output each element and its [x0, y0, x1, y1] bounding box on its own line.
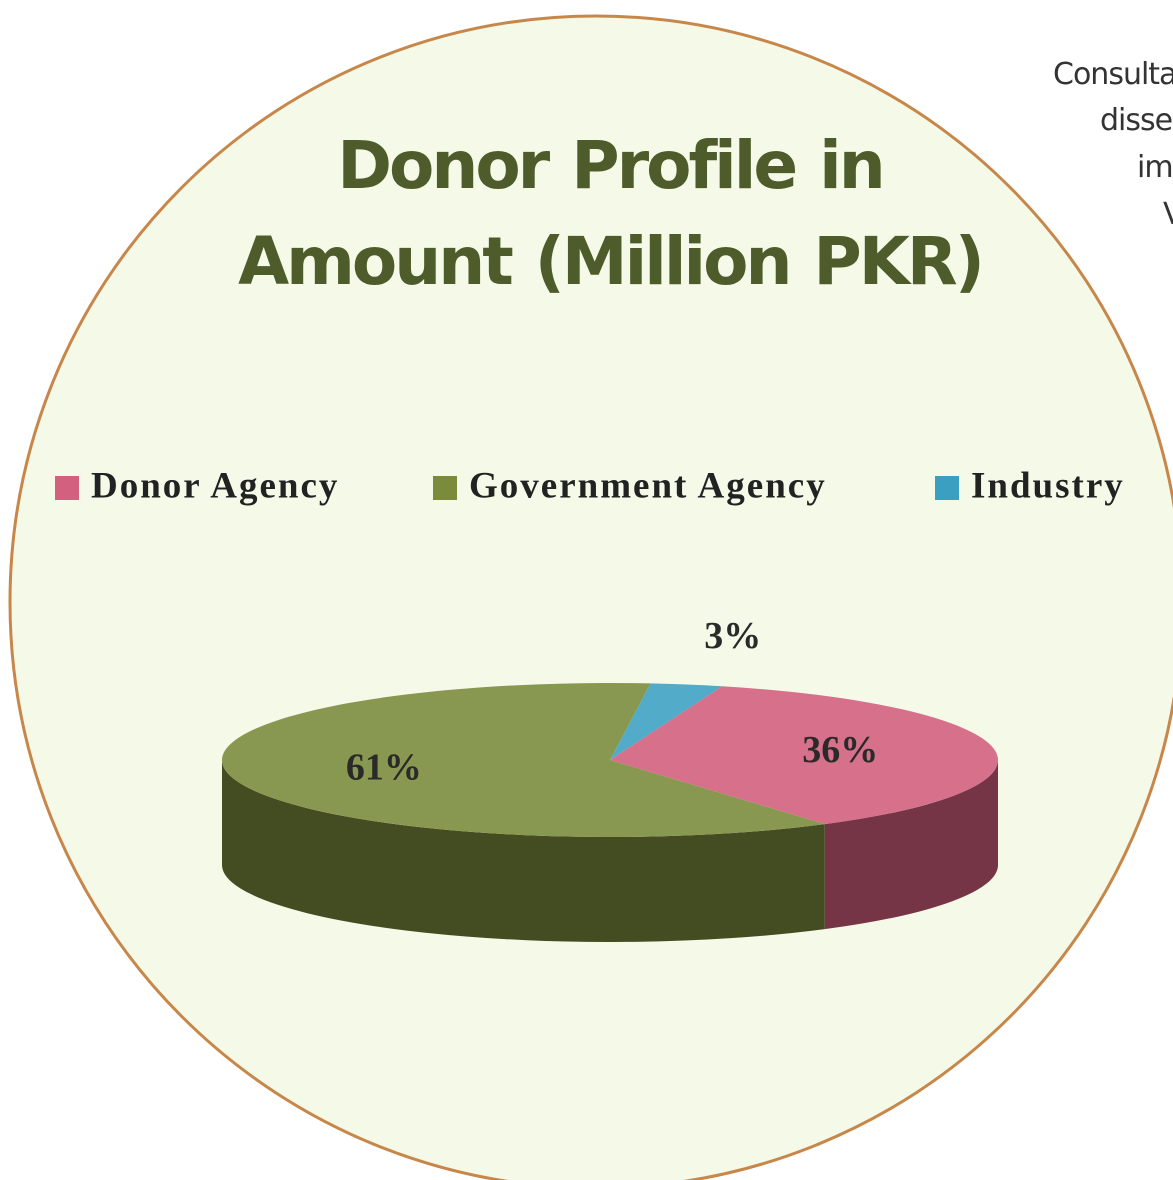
legend-swatch: [935, 476, 959, 500]
legend-label: Government Agency: [469, 465, 827, 506]
value-label: 61%: [346, 747, 422, 789]
legend-swatch: [433, 476, 457, 500]
value-label: 3%: [704, 615, 761, 657]
side-text: disse: [1100, 103, 1172, 138]
side-text: Consulta: [1053, 57, 1173, 92]
legend-label: Industry: [971, 465, 1125, 506]
side-text: im: [1137, 150, 1173, 185]
legend-label: Donor Agency: [91, 465, 339, 506]
pie-slice-side: [222, 760, 825, 942]
chart-title: Donor Profile in Amount (Million PKR): [238, 127, 985, 300]
pie-slice-side: [824, 760, 998, 930]
value-label: 36%: [802, 729, 878, 771]
legend-swatch: [55, 476, 79, 500]
pie-slice: [222, 683, 825, 837]
pie-slice: [610, 686, 999, 825]
side-text: V: [1163, 197, 1173, 232]
pie-slice: [610, 683, 723, 760]
